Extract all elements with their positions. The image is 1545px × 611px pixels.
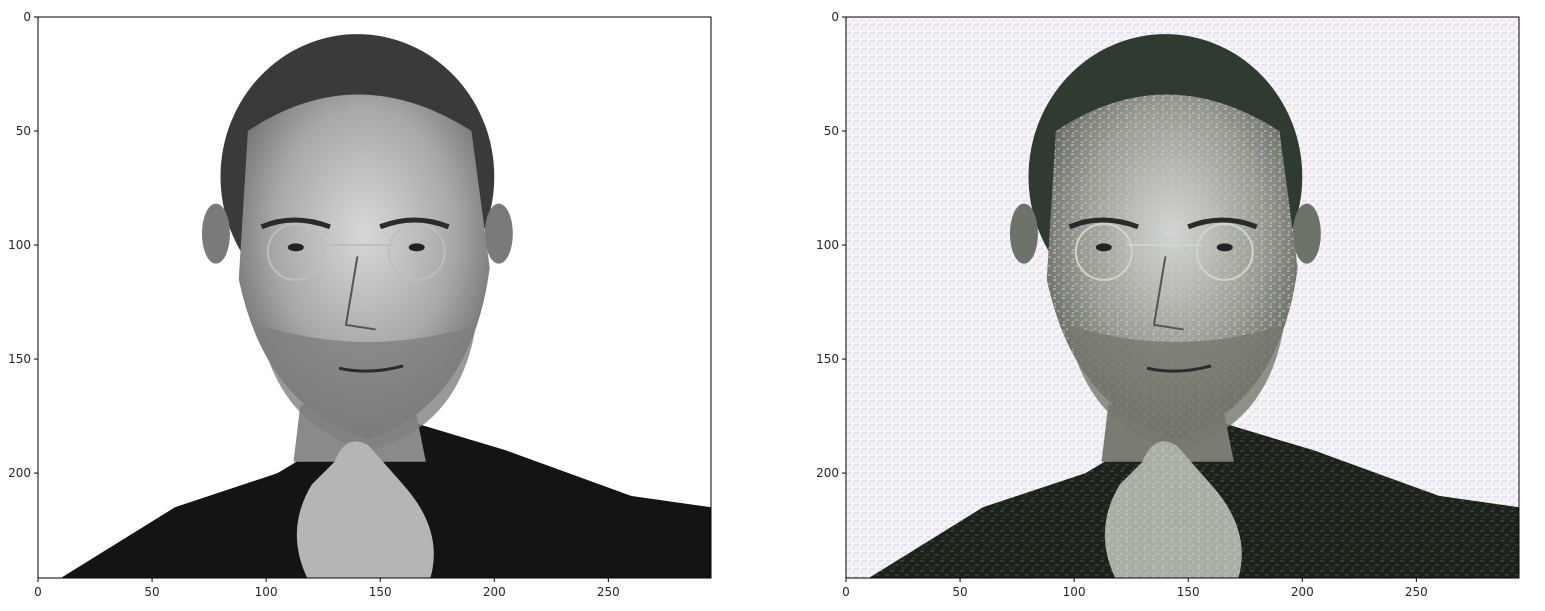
left-eyebrow (1068, 217, 1139, 230)
y-tick-label: 0 (831, 10, 839, 24)
panel-2: 0 50 100 150 200 250 0 50 100 150 200 (816, 10, 1520, 599)
y-tick-label: 100 (816, 238, 839, 252)
y-tick-label: 0 (23, 10, 31, 24)
left-ear-shape (201, 203, 230, 264)
x-tick-label: 200 (483, 585, 506, 599)
nose-line (344, 256, 376, 331)
y-tick-label: 150 (816, 352, 839, 366)
left-ear-shape (1009, 203, 1038, 264)
right-ear-shape (484, 203, 513, 264)
x-tick-label: 250 (1405, 585, 1428, 599)
x-tick-label: 100 (1063, 585, 1086, 599)
x-tick-label: 50 (952, 585, 967, 599)
axes-frame (37, 16, 712, 579)
x-tick-label: 150 (369, 585, 392, 599)
y-tick-label: 50 (16, 124, 31, 138)
y-tick-label: 100 (8, 238, 31, 252)
beard-shape (1067, 324, 1285, 451)
x-tick-label: 50 (144, 585, 159, 599)
portrait-image (846, 17, 1519, 578)
x-tick-label: 0 (34, 585, 42, 599)
x-tick-label: 150 (1177, 585, 1200, 599)
hand-texture (1104, 441, 1242, 578)
right-eye (408, 243, 425, 252)
left-lens (1074, 222, 1133, 281)
y-tick-label: 150 (8, 352, 31, 366)
nose-line (1152, 256, 1184, 331)
x-tick-label: 100 (255, 585, 278, 599)
y-tick-label: 50 (824, 124, 839, 138)
y-tick-label: 200 (8, 466, 31, 480)
portrait-image (38, 17, 711, 578)
left-eye (287, 243, 304, 252)
panel-1: 0 50 100 150 200 250 0 50 100 150 200 (8, 10, 712, 599)
right-eyebrow (379, 217, 450, 230)
right-lens (387, 222, 446, 281)
right-ear-shape (1292, 203, 1321, 264)
right-eyebrow (1187, 217, 1258, 230)
y-tick-label: 200 (816, 466, 839, 480)
x-tick-label: 250 (597, 585, 620, 599)
beard-shape (259, 324, 477, 451)
axes-frame (845, 16, 1520, 579)
mouth-line (338, 364, 404, 373)
x-tick-label: 200 (1291, 585, 1314, 599)
mouth-line (1146, 364, 1212, 373)
x-tick-label: 0 (842, 585, 850, 599)
right-lens (1195, 222, 1254, 281)
left-eyebrow (260, 217, 331, 230)
left-lens (266, 222, 325, 281)
left-eye (1095, 243, 1112, 252)
right-eye (1216, 243, 1233, 252)
hand-shape (296, 441, 434, 578)
